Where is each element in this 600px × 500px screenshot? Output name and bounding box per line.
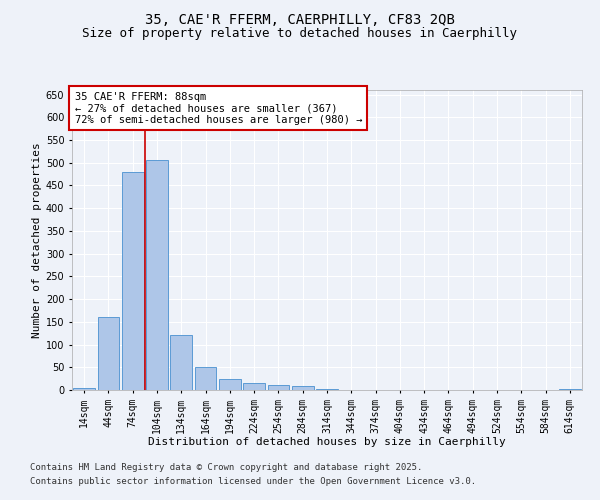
Text: 35 CAE'R FFERM: 88sqm
← 27% of detached houses are smaller (367)
72% of semi-det: 35 CAE'R FFERM: 88sqm ← 27% of detached … (74, 92, 362, 124)
Bar (146, 160, 168, 390)
Text: Contains HM Land Registry data © Crown copyright and database right 2025.: Contains HM Land Registry data © Crown c… (30, 464, 422, 472)
Bar (219, 378, 241, 390)
Bar (292, 386, 314, 390)
Bar (559, 389, 581, 390)
Bar (122, 172, 143, 390)
Text: Contains public sector information licensed under the Open Government Licence v3: Contains public sector information licen… (30, 477, 476, 486)
Text: 35, CAE'R FFERM, CAERPHILLY, CF83 2QB: 35, CAE'R FFERM, CAERPHILLY, CF83 2QB (145, 12, 455, 26)
Bar (73, 388, 95, 390)
Text: Size of property relative to detached houses in Caerphilly: Size of property relative to detached ho… (83, 28, 517, 40)
Bar (243, 383, 265, 390)
Bar (316, 389, 338, 390)
Bar (194, 368, 217, 390)
Y-axis label: Number of detached properties: Number of detached properties (32, 142, 41, 338)
Bar (268, 386, 289, 390)
Bar (170, 336, 192, 390)
X-axis label: Distribution of detached houses by size in Caerphilly: Distribution of detached houses by size … (148, 437, 506, 447)
Bar (97, 318, 119, 390)
